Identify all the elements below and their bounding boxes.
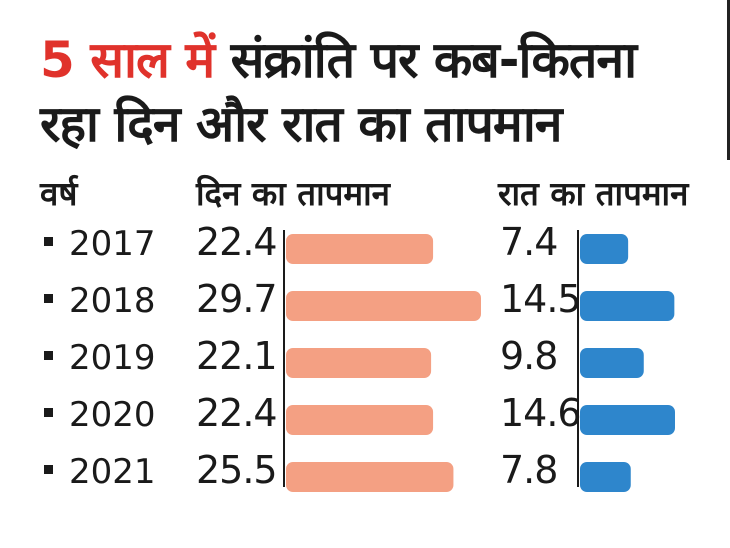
header-day-temperature: दिन का तापमान [196, 174, 390, 213]
night-temperature-bar [580, 405, 675, 435]
night-value-label: 7.8 [500, 448, 558, 492]
right-edge-rule [727, 0, 730, 160]
bullet-square-icon [44, 408, 53, 417]
day-value-label: 22.4 [196, 220, 278, 264]
night-temperature-bar [580, 291, 675, 321]
bullet-square-icon [44, 465, 53, 474]
year-text: 2018 [69, 281, 156, 321]
year-label: 2017 [44, 218, 156, 268]
chart-title: 5 साल में संक्रांति पर कब-कितना रहा दिन … [40, 28, 638, 156]
header-night-temperature: रात का तापमान [498, 174, 689, 213]
day-temperature-bar [286, 234, 434, 264]
day-temperature-bar [286, 462, 454, 492]
title-highlight: 5 साल में [40, 31, 215, 89]
title-line-1: 5 साल में संक्रांति पर कब-कितना [40, 28, 638, 92]
header-year: वर्ष [40, 174, 78, 213]
night-temperature-bar [580, 462, 631, 492]
day-value-label: 29.7 [196, 277, 278, 321]
night-temperature-bar [580, 234, 629, 264]
bullet-square-icon [44, 237, 53, 246]
night-temperature-bar [580, 348, 644, 378]
day-temperature-bar [286, 405, 434, 435]
year-text: 2019 [69, 338, 156, 378]
year-text: 2017 [69, 224, 156, 264]
day-temperature-bar [286, 348, 432, 378]
night-value-label: 7.4 [500, 220, 558, 264]
bullet-square-icon [44, 351, 53, 360]
day-value-label: 22.4 [196, 391, 278, 435]
night-value-label: 9.8 [500, 334, 558, 378]
year-text: 2020 [69, 395, 156, 435]
title-line-2: रहा दिन और रात का तापमान [40, 95, 563, 153]
day-value-label: 25.5 [196, 448, 278, 492]
year-label: 2019 [44, 332, 156, 382]
day-temperature-bar [286, 291, 481, 321]
bullet-square-icon [44, 294, 53, 303]
year-text: 2021 [69, 452, 156, 492]
year-label: 2020 [44, 389, 156, 439]
year-label: 2018 [44, 275, 156, 325]
title-rest: संक्रांति पर कब-कितना [214, 31, 638, 89]
night-value-label: 14.6 [500, 391, 582, 435]
day-value-label: 22.1 [196, 334, 278, 378]
night-value-label: 14.5 [500, 277, 582, 321]
year-label: 2021 [44, 446, 156, 496]
